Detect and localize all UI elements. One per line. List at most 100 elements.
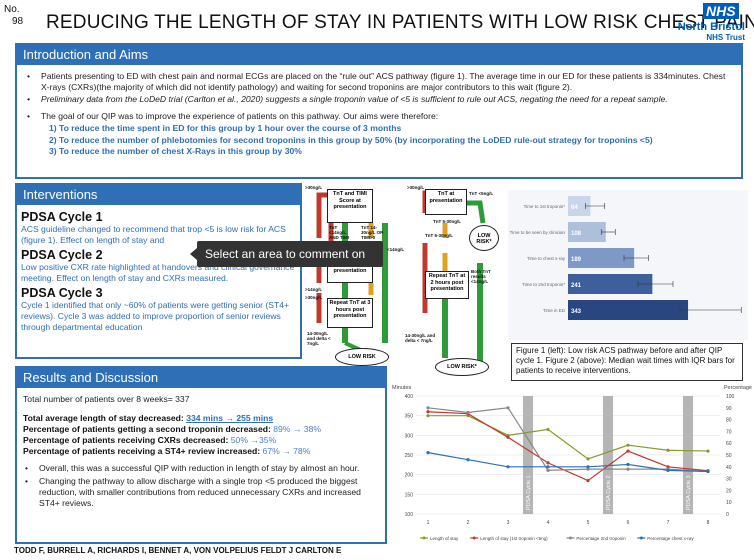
series-point bbox=[626, 462, 630, 467]
legend-label: Length of stay (1st troponin <5ng) bbox=[480, 536, 548, 541]
nhs-logo: NHS North Bristol NHS Trust bbox=[675, 3, 745, 42]
y-tick-label-right: 10 bbox=[726, 500, 732, 506]
pdsa-cycle-1-text: ACS guideline changed to recommend that … bbox=[21, 224, 286, 245]
pdsa-band-label: PDSA Cycle 1 bbox=[526, 475, 532, 510]
x-tick-label: 7 bbox=[667, 520, 670, 526]
x-tick-label: 3 bbox=[507, 520, 510, 526]
series-point bbox=[706, 469, 710, 474]
authors: TODD F, BURRELL A, RICHARDS I, BENNET A,… bbox=[14, 546, 342, 555]
legend-marker bbox=[472, 536, 476, 540]
bar-value-label: 241 bbox=[571, 283, 582, 289]
nhs-logo-name: North Bristol bbox=[677, 21, 745, 33]
flowchart-right-box-2: TnT 5-30ng/L bbox=[425, 233, 453, 238]
pdsa-cycle-2-text: Low positive CXR rate highlighted at han… bbox=[21, 262, 295, 283]
y-tick-label-left: 300 bbox=[405, 433, 414, 439]
result-line-4-value: 67% → 78% bbox=[262, 446, 311, 456]
pdsa-cycle-1-title: PDSA Cycle 1 bbox=[21, 210, 103, 224]
number-label: No. bbox=[4, 4, 20, 15]
intro-paragraph-2: Preliminary data from the LoDeD trial (C… bbox=[25, 94, 733, 105]
results-panel: Results and Discussion Total number of p… bbox=[15, 366, 387, 544]
nhs-logo-mark: NHS bbox=[703, 3, 739, 19]
interventions-panel: Interventions PDSA Cycle 1 ACS guideline… bbox=[15, 183, 302, 359]
results-total: Total number of patients over 8 weeks= 3… bbox=[23, 394, 190, 404]
poster-number: No. 98 bbox=[4, 4, 23, 28]
series-point bbox=[506, 435, 510, 439]
pdsa-band-label: PDSA Cycle 3 bbox=[686, 475, 692, 510]
bar bbox=[568, 274, 653, 294]
results-bullet-1: Overall, this was a successful QIP with … bbox=[23, 463, 379, 474]
result-line-4-label: Percentage of patients receiving a ST4+ … bbox=[23, 446, 263, 456]
result-line-2-label: Percentage of patients getting a second … bbox=[23, 424, 274, 434]
x-tick-label: 6 bbox=[627, 520, 630, 526]
flowchart-left-box-1: TnT and TIMI Score at presentation bbox=[327, 189, 373, 223]
pdsa-cycle-2-title: PDSA Cycle 2 bbox=[21, 248, 103, 262]
series-point bbox=[506, 465, 510, 469]
y-tick-label-right: 30 bbox=[726, 477, 732, 483]
y-tick-label-right: 80 bbox=[726, 418, 732, 424]
series-line bbox=[428, 415, 709, 460]
bar-value-label: 64 bbox=[571, 205, 578, 211]
interventions-heading: Interventions bbox=[17, 185, 300, 205]
series-point bbox=[666, 448, 670, 452]
x-tick-label: 5 bbox=[587, 520, 590, 526]
flowchart-label: >14ng/L bbox=[305, 287, 323, 292]
result-line-2-value: 89% → 38% bbox=[273, 424, 322, 434]
pdsa-band bbox=[603, 396, 613, 514]
nhs-logo-trust: NHS Trust bbox=[706, 33, 745, 42]
result-line-3: Percentage of patients receiving CXRs de… bbox=[23, 435, 379, 446]
flowchart-label: 14-30ng/L and delta < 7ng/L bbox=[405, 333, 436, 343]
intro-heading: Introduction and Aims bbox=[17, 45, 741, 65]
series-point bbox=[546, 465, 550, 469]
legend-label: Percentage chest x-ray bbox=[647, 536, 694, 541]
pdsa-band bbox=[683, 396, 693, 514]
y-axis-left-label: Minutes bbox=[392, 385, 412, 391]
series-point bbox=[426, 406, 430, 410]
legend-label: Length of stay bbox=[430, 536, 459, 541]
aim-2: 2) To reduce the number of phlebotomies … bbox=[49, 134, 653, 145]
flowchart-label: >30ng/L bbox=[305, 295, 323, 300]
series-point bbox=[586, 465, 590, 469]
x-tick-label: 8 bbox=[707, 520, 710, 526]
result-line-1: Total average length of stay decreased: … bbox=[23, 413, 379, 424]
flowchart-right-box-3: Repeat TnT at 2 hours post presentation bbox=[425, 271, 469, 299]
series-point bbox=[546, 427, 550, 432]
figure-caption: Figure 1 (left): Low risk ACS pathway be… bbox=[511, 343, 743, 381]
bar-category-label: Time to chest x-ray bbox=[527, 256, 566, 261]
comment-tooltip[interactable]: Select an area to comment on bbox=[190, 241, 383, 267]
bar-value-label: 108 bbox=[571, 231, 582, 237]
flowchart-figure[interactable]: TnT and TIMI Score at presentation TnT a… bbox=[305, 183, 505, 378]
intro-panel: Introduction and Aims Patients presentin… bbox=[15, 43, 743, 179]
result-line-1-label: Total average length of stay decreased: bbox=[23, 413, 187, 423]
y-tick-label-left: 200 bbox=[405, 473, 414, 479]
aims-list: 1) To reduce the time spent in ED for th… bbox=[17, 123, 741, 158]
flowchart-left-box-3: Repeat TnT at 3 hours post presentation bbox=[327, 298, 373, 328]
y-tick-label-left: 350 bbox=[405, 414, 414, 420]
aim-3: 3) To reduce the number of chest X-Rays … bbox=[49, 146, 302, 156]
y-tick-label-right: 90 bbox=[726, 406, 732, 412]
series-point bbox=[546, 468, 550, 472]
wait-times-bar-chart: Time to 1st troponin* 64 Time to be seen b… bbox=[508, 190, 748, 340]
y-tick-label-right: 20 bbox=[726, 488, 732, 494]
number-value: 98 bbox=[12, 16, 24, 27]
legend-marker bbox=[639, 536, 643, 540]
series-point bbox=[626, 449, 630, 453]
result-line-2: Percentage of patients getting a second … bbox=[23, 424, 379, 435]
series-point bbox=[506, 406, 510, 410]
flowchart-left-outcome: LOW RISK bbox=[335, 348, 389, 366]
flowchart-label: TnT <5ng/L bbox=[469, 191, 494, 196]
bar-category-label: Time to be seen by clinician bbox=[510, 230, 566, 235]
series-point bbox=[426, 410, 430, 414]
flowchart-right-box-1: TnT at presentation bbox=[425, 189, 467, 215]
intro-paragraph-3: The goal of our QIP was to improve the e… bbox=[25, 111, 733, 122]
bar bbox=[568, 300, 689, 320]
legend-marker bbox=[568, 536, 572, 540]
flowchart-label: Both TnT results <14ng/L bbox=[471, 269, 491, 284]
series-point bbox=[626, 443, 630, 447]
aim-1: 1) To reduce the time spent in ED for th… bbox=[49, 123, 402, 133]
series-point bbox=[466, 410, 470, 415]
y-tick-label-right: 40 bbox=[726, 465, 732, 471]
bar bbox=[568, 196, 591, 216]
bar-category-label: Time in ED bbox=[543, 308, 566, 313]
y-tick-label-left: 400 bbox=[405, 394, 414, 400]
results-heading: Results and Discussion bbox=[17, 368, 385, 388]
